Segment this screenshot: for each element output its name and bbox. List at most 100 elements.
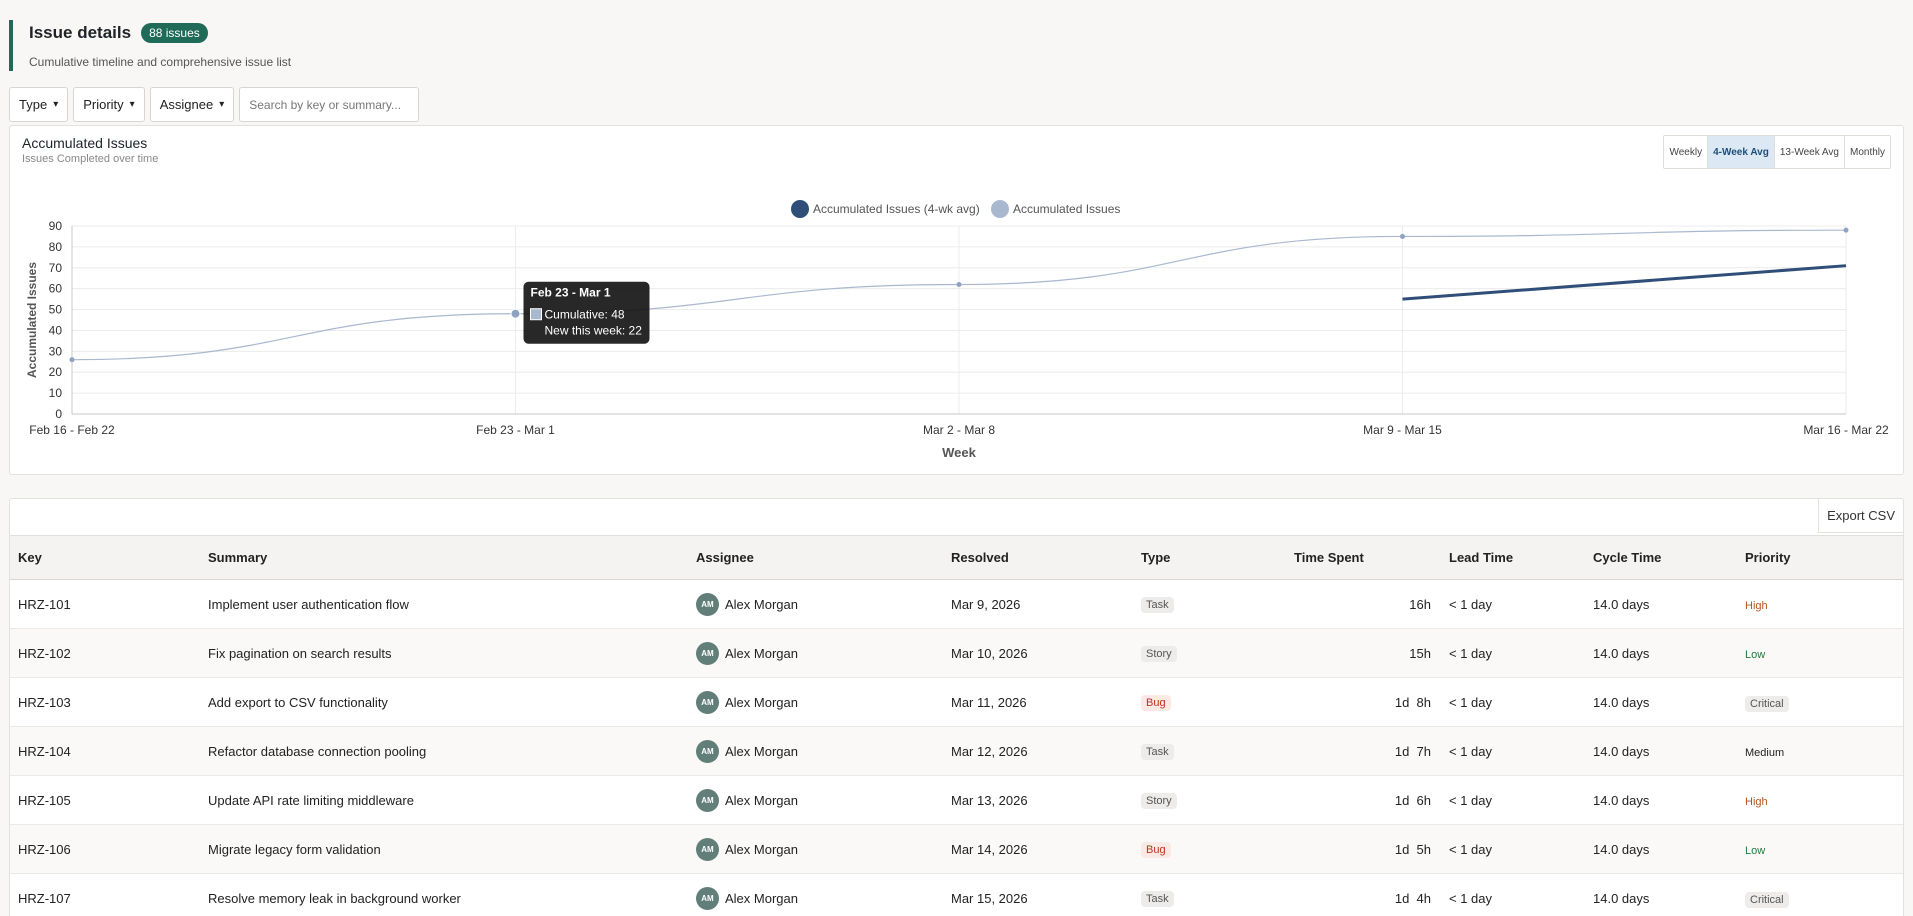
column-header-resolved[interactable]: Resolved bbox=[951, 550, 1009, 565]
table-row[interactable]: HRZ-105 Update API rate limiting middlewa… bbox=[10, 775, 1903, 825]
type-badge: Bug bbox=[1141, 694, 1171, 711]
cell-priority: Critical bbox=[1737, 677, 1903, 727]
priority-filter-button[interactable]: Priority ▾ bbox=[73, 87, 145, 122]
cell-key[interactable]: HRZ-107 bbox=[10, 873, 200, 916]
type-badge: Bug bbox=[1141, 841, 1171, 858]
cell-assignee: AM Alex Morgan bbox=[688, 726, 943, 776]
cell-cycle-time: 14.0 days bbox=[1585, 677, 1737, 727]
hovered-data-point bbox=[510, 308, 521, 319]
cell-resolved: Mar 11, 2026 bbox=[943, 677, 1133, 727]
cell-cycle-time: 14.0 days bbox=[1585, 579, 1737, 629]
chart-card: 0 10 20 30 40 50 60 70 80 90 Feb 16 - Feb 22 Feb 23… bbox=[9, 125, 1904, 475]
cell-key[interactable]: HRZ-103 bbox=[10, 677, 200, 727]
priority-badge: Low bbox=[1745, 844, 1766, 857]
y-tick-label: 60 bbox=[49, 282, 63, 296]
table-row[interactable]: HRZ-102 Fix pagination on search results A… bbox=[10, 628, 1903, 678]
avatar: AM bbox=[696, 592, 719, 616]
x-tick-label: Mar 16 - Mar 22 bbox=[1803, 423, 1889, 437]
cell-priority: Medium bbox=[1737, 726, 1903, 776]
cell-key[interactable]: HRZ-102 bbox=[10, 628, 200, 678]
cell-assignee: AM Alex Morgan bbox=[688, 873, 943, 916]
y-tick-label: 70 bbox=[49, 261, 63, 275]
cell-type: Task bbox=[1133, 579, 1286, 629]
legend-marker-4wk-avg bbox=[791, 200, 809, 218]
type-badge: Task bbox=[1141, 743, 1174, 760]
cell-cycle-time: 14.0 days bbox=[1585, 824, 1737, 874]
table-row[interactable]: HRZ-103 Add export to CSV functionality AM… bbox=[10, 677, 1903, 727]
cell-key[interactable]: HRZ-105 bbox=[10, 775, 200, 825]
assignee-chip: AM Alex Morgan bbox=[696, 886, 943, 910]
cell-assignee: AM Alex Morgan bbox=[688, 628, 943, 678]
table-row[interactable]: HRZ-101 Implement user authentication flo… bbox=[10, 579, 1903, 629]
chevron-down-icon: ▾ bbox=[53, 99, 59, 110]
y-tick-label: 50 bbox=[49, 303, 63, 317]
cell-summary: Update API rate limiting middleware bbox=[200, 775, 688, 825]
assignee-name: Alex Morgan bbox=[725, 694, 798, 710]
cell-lead-time: < 1 day bbox=[1441, 775, 1585, 825]
column-header-lead-time[interactable]: Lead Time bbox=[1449, 550, 1514, 565]
tooltip-line-2: New this week: 22 bbox=[545, 324, 643, 338]
cell-summary: Add export to CSV functionality bbox=[200, 677, 688, 727]
avatar: AM bbox=[696, 837, 719, 861]
tooltip-swatch bbox=[530, 308, 542, 321]
assignee-chip: AM Alex Morgan bbox=[696, 837, 943, 861]
y-tick-label: 0 bbox=[55, 407, 62, 421]
table-row[interactable]: HRZ-107 Resolve memory leak in background… bbox=[10, 873, 1903, 916]
assignee-name: Alex Morgan bbox=[725, 792, 798, 808]
priority-badge: Medium bbox=[1745, 746, 1785, 759]
column-header-assignee[interactable]: Assignee bbox=[696, 550, 754, 565]
assignee-chip: AM Alex Morgan bbox=[696, 592, 943, 616]
accumulated-issues-chart: 0 10 20 30 40 50 60 70 80 90 Feb 16 - Feb 22 Feb 23… bbox=[25, 200, 1889, 460]
table-row[interactable]: HRZ-106 Migrate legacy form validation AM A… bbox=[10, 824, 1903, 874]
chevron-down-icon: ▾ bbox=[219, 99, 225, 110]
column-header-summary[interactable]: Summary bbox=[208, 550, 268, 565]
chevron-down-icon: ▾ bbox=[129, 99, 135, 110]
range-button-weekly[interactable]: Weekly bbox=[1664, 136, 1709, 168]
tooltip-line-1: Cumulative: 48 bbox=[545, 308, 625, 322]
column-header-time-spent[interactable]: Time Spent bbox=[1294, 550, 1364, 565]
column-header-priority[interactable]: Priority bbox=[1745, 550, 1791, 565]
legend-marker-accumulated bbox=[991, 200, 1009, 218]
range-button-monthly[interactable]: Monthly bbox=[1844, 136, 1890, 168]
cell-time-spent: 16h bbox=[1286, 579, 1441, 629]
cell-time-spent: 1d 5h bbox=[1286, 824, 1441, 874]
issues-table: Key Summary Assignee Resolved Type Time … bbox=[10, 535, 1903, 916]
cell-key[interactable]: HRZ-101 bbox=[10, 579, 200, 629]
chart-subtitle: Issues Completed over time bbox=[22, 153, 159, 165]
data-point bbox=[69, 357, 75, 363]
assignee-chip: AM Alex Morgan bbox=[696, 739, 943, 763]
column-header-type[interactable]: Type bbox=[1141, 550, 1171, 565]
range-button-13-week-avg[interactable]: 13-Week Avg bbox=[1774, 136, 1845, 168]
cell-resolved: Mar 15, 2026 bbox=[943, 873, 1133, 916]
cell-type: Story bbox=[1133, 775, 1286, 825]
y-tick-label: 90 bbox=[49, 219, 63, 233]
cell-time-spent: 1d 8h bbox=[1286, 677, 1441, 727]
type-filter-button[interactable]: Type ▾ bbox=[9, 87, 69, 122]
priority-badge: Critical bbox=[1745, 695, 1789, 712]
search-input[interactable] bbox=[239, 87, 420, 122]
cell-summary: Implement user authentication flow bbox=[200, 579, 688, 629]
cell-assignee: AM Alex Morgan bbox=[688, 677, 943, 727]
cell-cycle-time: 14.0 days bbox=[1585, 873, 1737, 916]
cell-key[interactable]: HRZ-106 bbox=[10, 824, 200, 874]
cell-summary: Fix pagination on search results bbox=[200, 628, 688, 678]
avatar: AM bbox=[696, 886, 719, 910]
cell-priority: High bbox=[1737, 579, 1903, 629]
data-point bbox=[956, 281, 962, 287]
table-row[interactable]: HRZ-104 Refactor database connection pool… bbox=[10, 726, 1903, 776]
column-header-cycle-time[interactable]: Cycle Time bbox=[1593, 550, 1662, 565]
range-button-4-week-avg[interactable]: 4-Week Avg bbox=[1708, 136, 1775, 168]
y-tick-label: 30 bbox=[49, 344, 63, 358]
cell-assignee: AM Alex Morgan bbox=[688, 775, 943, 825]
y-tick-label: 80 bbox=[49, 240, 63, 254]
cell-type: Task bbox=[1133, 873, 1286, 916]
type-filter-label: Type bbox=[19, 97, 48, 112]
priority-badge: Critical bbox=[1745, 891, 1789, 908]
cell-key[interactable]: HRZ-104 bbox=[10, 726, 200, 776]
assignee-name: Alex Morgan bbox=[725, 890, 798, 906]
export-csv-button[interactable]: Export CSV bbox=[1818, 499, 1903, 533]
assignee-filter-button[interactable]: Assignee ▾ bbox=[149, 87, 235, 122]
x-tick-label: Feb 16 - Feb 22 bbox=[29, 423, 115, 437]
y-axis-label: Accumulated Issues bbox=[25, 262, 39, 378]
column-header-key[interactable]: Key bbox=[18, 550, 42, 565]
